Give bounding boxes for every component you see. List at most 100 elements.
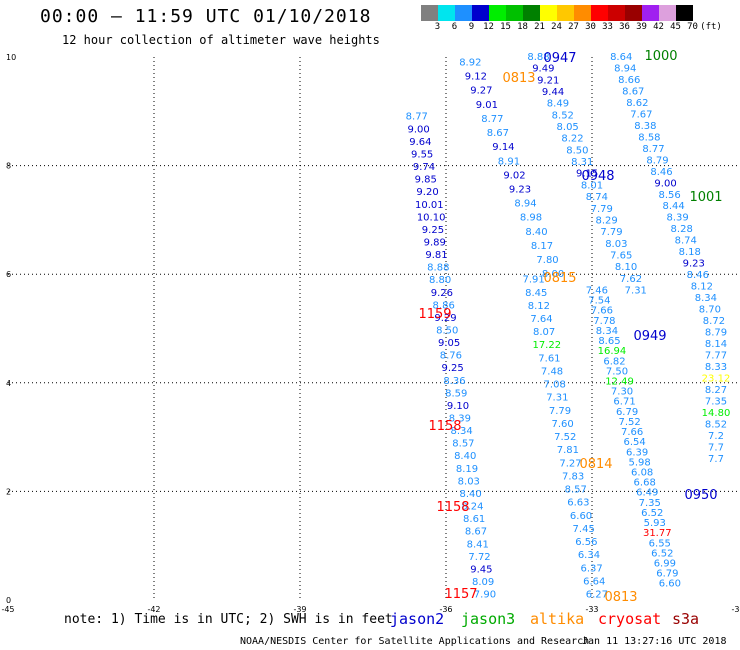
legend-swatch bbox=[557, 5, 574, 21]
wave-height-value: 7.2 bbox=[708, 431, 724, 442]
legend-swatch bbox=[625, 5, 642, 21]
wave-height-value: 7.35 bbox=[639, 498, 661, 509]
wave-height-value: 9.23 bbox=[509, 184, 531, 195]
wave-height-value: 6.27 bbox=[586, 590, 608, 601]
wave-height-value: 8.74 bbox=[675, 236, 697, 247]
wave-height-value: 31.77 bbox=[643, 528, 672, 539]
wave-height-value: 6.71 bbox=[613, 397, 635, 408]
pass-time-label: 0815 bbox=[543, 271, 576, 286]
wave-height-value: 7.79 bbox=[549, 406, 571, 417]
wave-height-value: 6.52 bbox=[641, 508, 663, 519]
wave-height-value: 7.77 bbox=[705, 350, 727, 361]
wave-height-value: 8.77 bbox=[481, 114, 503, 125]
legend-value-label: 42 bbox=[653, 22, 664, 32]
wave-height-value: 7.78 bbox=[593, 316, 615, 327]
wave-height-value: 9.01 bbox=[476, 100, 498, 111]
wave-height-value: 8.24 bbox=[461, 502, 483, 513]
wave-height-value: 8.50 bbox=[566, 145, 588, 156]
wave-height-value: 7.35 bbox=[705, 396, 727, 407]
wave-height-value: 7.7 bbox=[708, 454, 724, 465]
wave-height-value: 8.03 bbox=[458, 476, 480, 487]
legend-value-label: 9 bbox=[468, 22, 475, 32]
grid-lines bbox=[8, 57, 738, 600]
legend-unit-label: (ft) bbox=[700, 22, 722, 32]
legend-value-label: 21 bbox=[534, 22, 545, 32]
wave-height-value: 8.12 bbox=[528, 301, 550, 312]
wave-height-value: 7.79 bbox=[600, 227, 622, 238]
wave-height-value: 9.55 bbox=[411, 149, 433, 160]
x-tick-label: -36 bbox=[439, 605, 452, 614]
y-tick-label: 2 bbox=[6, 487, 11, 496]
wave-height-value: 9.15 bbox=[576, 169, 598, 180]
wave-height-value: 7.08 bbox=[544, 380, 566, 391]
wave-height-value: 7.90 bbox=[474, 590, 496, 601]
satellite-legend-altika: altika bbox=[530, 610, 585, 628]
x-tick-label: -45 bbox=[1, 605, 14, 614]
wave-height-value: 7.31 bbox=[546, 393, 568, 404]
legend-swatch bbox=[591, 5, 608, 21]
wave-height-value: 8.76 bbox=[440, 351, 462, 362]
legend-swatch bbox=[574, 5, 591, 21]
pass-time-label: 1157 bbox=[444, 587, 477, 602]
wave-height-value: 7.30 bbox=[611, 387, 633, 398]
legend-swatch bbox=[523, 5, 540, 21]
legend-swatch bbox=[438, 5, 455, 21]
wave-height-value: 6.55 bbox=[649, 538, 671, 549]
wave-height-value: 7.7 bbox=[708, 442, 724, 453]
wave-height-value: 16.94 bbox=[598, 346, 627, 357]
wave-height-value: 9.14 bbox=[492, 142, 514, 153]
legend-value-label: 6 bbox=[451, 22, 458, 32]
wave-height-value: 8.67 bbox=[622, 86, 644, 97]
wave-height-value: 6.79 bbox=[616, 407, 638, 418]
legend-value-label: 45 bbox=[670, 22, 681, 32]
wave-height-value: 8.40 bbox=[459, 489, 481, 500]
wave-height-value: 8.34 bbox=[596, 326, 618, 337]
x-tick-label: -30 bbox=[731, 605, 740, 614]
satellite-legend-jason2: jason2 bbox=[390, 610, 445, 628]
y-tick-label: 10 bbox=[6, 53, 16, 62]
wave-height-value: 8.38 bbox=[634, 121, 656, 132]
y-tick-label: 8 bbox=[6, 162, 11, 171]
wave-height-value: 7.62 bbox=[620, 274, 642, 285]
wave-height-value: 7.83 bbox=[562, 471, 584, 482]
pass-time-label: 1158 bbox=[436, 500, 469, 515]
axis-labels: -45 -42 -39 -36 -33 -30 0 2 4 6 8 10 bbox=[1, 53, 740, 614]
pass-time-label: 0813 bbox=[604, 590, 637, 605]
wave-height-value: 9.26 bbox=[431, 288, 453, 299]
wave-height-value: 8.79 bbox=[705, 328, 727, 339]
legend-value-label: 27 bbox=[568, 22, 579, 32]
wave-height-value: 8.41 bbox=[467, 539, 489, 550]
wave-height-value: 8.03 bbox=[605, 239, 627, 250]
wave-height-value: 6.56 bbox=[575, 537, 597, 548]
wave-height-value: 8.57 bbox=[452, 439, 474, 450]
wave-height-value: 8.92 bbox=[459, 57, 481, 68]
footer-generated-date: Jan 11 13:27:16 UTC 2018 bbox=[582, 636, 727, 647]
wave-height-value: 23.12 bbox=[702, 373, 731, 384]
wave-height-value: 7.67 bbox=[630, 109, 652, 120]
wave-height-value: 8.67 bbox=[465, 527, 487, 538]
wave-height-value: 7.60 bbox=[551, 419, 573, 430]
wave-height-value: 8.91 bbox=[498, 156, 520, 167]
legend-swatch bbox=[642, 5, 659, 21]
wave-height-value: 8.61 bbox=[463, 514, 485, 525]
wave-height-value: 7.91 bbox=[522, 275, 544, 286]
footer-organization: NOAA/NESDIS Center for Satellite Applica… bbox=[240, 636, 590, 647]
legend-value-label: 70 bbox=[687, 22, 698, 32]
legend-swatch bbox=[540, 5, 557, 21]
wave-height-value: 7.65 bbox=[610, 250, 632, 261]
wave-height-value: 8.72 bbox=[703, 316, 725, 327]
wave-height-value: 8.34 bbox=[450, 426, 472, 437]
legend-swatch bbox=[608, 5, 625, 21]
satellite-tracks: 8.779.009.649.559.749.859.2010.0110.109.… bbox=[406, 52, 731, 601]
wave-height-value: 9.49 bbox=[532, 64, 554, 75]
pass-time-label: 1000 bbox=[644, 49, 677, 64]
wave-height-value: 8.12 bbox=[691, 282, 713, 293]
wave-height-value: 6.82 bbox=[603, 356, 625, 367]
wave-height-value: 6.60 bbox=[659, 579, 681, 590]
legend-value-label: 15 bbox=[500, 22, 511, 32]
wave-height-value: 8.88 bbox=[527, 52, 549, 63]
wave-height-value: 8.50 bbox=[436, 326, 458, 337]
legend-swatch bbox=[421, 5, 438, 21]
wave-height-value: 8.77 bbox=[406, 112, 428, 123]
wave-height-value: 9.74 bbox=[413, 162, 435, 173]
